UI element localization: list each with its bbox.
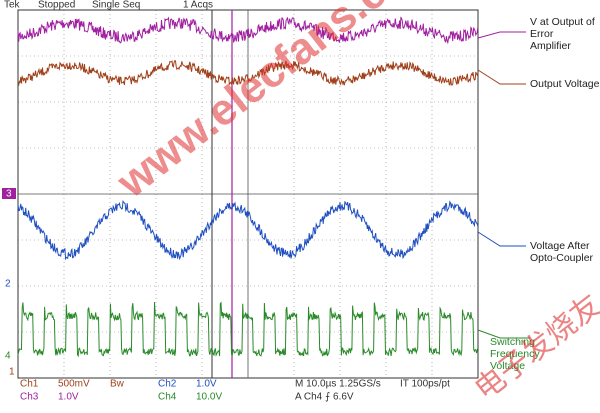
setting: 10.0V [196, 392, 222, 403]
setting: Bw [110, 379, 125, 390]
annotation-line [477, 231, 526, 247]
brand: Tek [4, 0, 21, 11]
setting: Ch3 [20, 392, 39, 403]
annotation-line [477, 31, 526, 39]
setting: A Ch4 ⨍ 6.6V [295, 392, 354, 403]
channel-marker: 1 [9, 367, 15, 378]
setting: IT 100ps/pt [400, 379, 450, 390]
setting: 1.0V [196, 379, 217, 390]
annotation: Output Voltage [530, 78, 600, 90]
mode: Single Seq [92, 0, 140, 11]
annotation: Switching Frequency Voltage [490, 336, 540, 372]
setting: Ch4 [158, 392, 177, 403]
channel-marker: 3 [6, 189, 12, 200]
trace-ch4 [17, 301, 479, 358]
setting: 500mV [58, 379, 90, 390]
status: Stopped [38, 0, 75, 11]
channel-marker: 4 [5, 351, 11, 362]
channel-marker: 2 [5, 279, 11, 290]
trace-ch1 [17, 60, 479, 86]
annotation: V at Output of Error Amplifier [530, 16, 595, 52]
acquisitions: 1 Acqs [183, 0, 213, 11]
trace-ch3 [17, 16, 479, 45]
annotation: Voltage After Opto-Coupler [530, 240, 594, 264]
trace-ch2 [17, 199, 479, 261]
setting: Ch1 [20, 379, 39, 390]
setting: 1.0V [58, 392, 79, 403]
setting: M 10.0µs 1.25GS/s [295, 379, 381, 390]
marker-box [2, 188, 16, 199]
annotation-line [477, 329, 530, 339]
annotation-line [477, 69, 526, 85]
setting: Ch2 [158, 379, 177, 390]
